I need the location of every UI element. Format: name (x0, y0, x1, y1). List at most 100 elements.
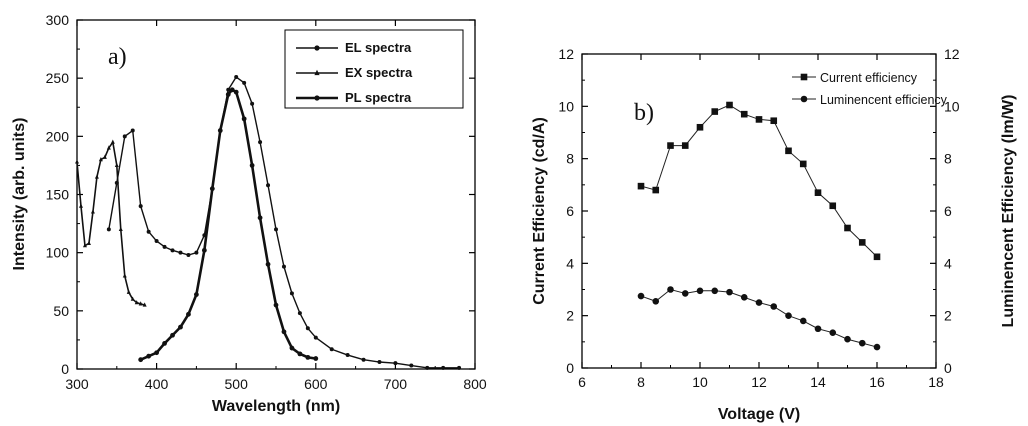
data-point (814, 189, 822, 196)
data-point (637, 292, 645, 300)
panel-a-x-tick-label: 800 (463, 376, 487, 392)
series-line (76, 141, 145, 306)
data-point (755, 299, 763, 306)
panel-a-ticks: 300 400 500 600 700 800 0 50 100 150 200 250 300 (46, 12, 487, 392)
data-point (377, 360, 382, 365)
data-point (134, 300, 139, 305)
panel-a-series (75, 75, 462, 370)
data-point (154, 239, 159, 244)
legend-sample-marker (314, 69, 320, 76)
data-point (201, 247, 207, 253)
legend-label-current-efficiency: Current efficiency (820, 71, 918, 85)
data-point (242, 80, 247, 85)
panel-b-x-tick-label: 10 (692, 374, 708, 390)
data-point (441, 365, 446, 370)
panel-b-right-y-tick-label: 8 (944, 151, 952, 167)
panel-a-y-tick-label: 200 (46, 128, 70, 144)
panel-a-legend-box (284, 29, 464, 109)
data-point (234, 75, 239, 80)
data-point (313, 356, 319, 361)
data-point (114, 162, 119, 168)
data-point (258, 140, 263, 145)
panel-b-x-tick-label: 6 (578, 374, 586, 390)
legend-label-el-spectra: EL spectra (345, 40, 412, 55)
panel-a-y-axis-title: Intensity (arb. units) (11, 118, 28, 271)
panel-a-y-tick-label: 50 (53, 303, 69, 319)
data-point (637, 182, 645, 190)
panel-a-y-tick-label: 250 (46, 70, 70, 86)
data-point (146, 353, 152, 359)
panel-b-right-y-tick-label: 0 (944, 360, 952, 376)
legend-sample-marker (314, 95, 320, 101)
data-point (98, 157, 103, 162)
panel-b-x-tick-label: 8 (637, 374, 645, 390)
data-point (740, 294, 748, 301)
data-point (289, 291, 294, 296)
data-point (142, 302, 147, 307)
data-point (858, 239, 866, 246)
series-current-efficiency (637, 101, 881, 261)
panel-b-left-y-tick-label: 8 (566, 151, 574, 167)
panel-a-legend: EL spectra EX spectra PL spectra (284, 29, 464, 109)
panel-a-x-tick-label: 600 (304, 376, 328, 392)
panel-a-y-tick-label: 0 (61, 361, 69, 377)
panel-b-series (637, 101, 881, 351)
data-point (249, 163, 255, 168)
data-point (250, 101, 255, 106)
data-point (154, 350, 160, 356)
data-point (194, 292, 199, 297)
data-point (667, 142, 674, 149)
legend-sample-marker (314, 45, 320, 51)
data-point (78, 203, 83, 208)
panel-a-x-axis-title: Wavelength (nm) (212, 398, 340, 415)
data-point (106, 145, 111, 150)
data-point (297, 311, 302, 316)
data-point (681, 290, 689, 297)
data-point (178, 324, 183, 330)
panel-b-left-y-tick-label: 6 (566, 203, 574, 219)
data-point (106, 227, 111, 232)
panel-b-x-tick-label: 18 (928, 374, 944, 390)
data-point (726, 101, 733, 109)
data-point (138, 204, 143, 209)
data-point (233, 89, 239, 95)
series-pl-spectra (138, 87, 319, 363)
data-point (844, 335, 851, 343)
data-point (289, 345, 295, 351)
data-point (829, 329, 837, 336)
data-point (726, 288, 733, 296)
data-point (345, 353, 350, 358)
data-point (681, 142, 689, 149)
data-point (229, 87, 235, 93)
data-point (711, 287, 719, 295)
data-point (329, 347, 334, 352)
data-point (457, 365, 462, 370)
data-point (209, 186, 215, 192)
series-ex-spectra (75, 139, 147, 307)
series-line (108, 76, 460, 369)
data-point (110, 139, 115, 144)
data-point (138, 357, 144, 363)
panel-b-left-y-axis-title: Current Efficiency (cd/A) (531, 117, 548, 305)
data-point (297, 351, 303, 357)
data-point (226, 87, 231, 92)
data-point (711, 108, 719, 115)
panel-a-x-tick-label: 500 (225, 376, 249, 392)
data-point (265, 261, 271, 267)
panel-b-left-y-tick-label: 12 (558, 46, 574, 62)
panel-b-right-y-tick-label: 10 (944, 98, 960, 114)
panel-b-x-axis-title: Voltage (V) (718, 406, 800, 423)
data-point (652, 186, 660, 194)
panel-b-right-y-tick-label: 12 (944, 46, 960, 62)
data-point (696, 123, 704, 131)
legend-label-luminencent-efficiency: Luminencent efficiency (820, 93, 948, 107)
data-point (844, 224, 851, 232)
data-point (90, 209, 95, 214)
legend-label-ex-spectra: EX spectra (345, 65, 413, 80)
panel-a-x-tick-label: 400 (145, 376, 169, 392)
series-luminencent-efficiency (637, 286, 881, 351)
series-el-spectra (106, 75, 462, 370)
panel-b-left-y-tick-label: 4 (566, 255, 574, 271)
panel-b-left-y-tick-label: 2 (566, 308, 574, 324)
